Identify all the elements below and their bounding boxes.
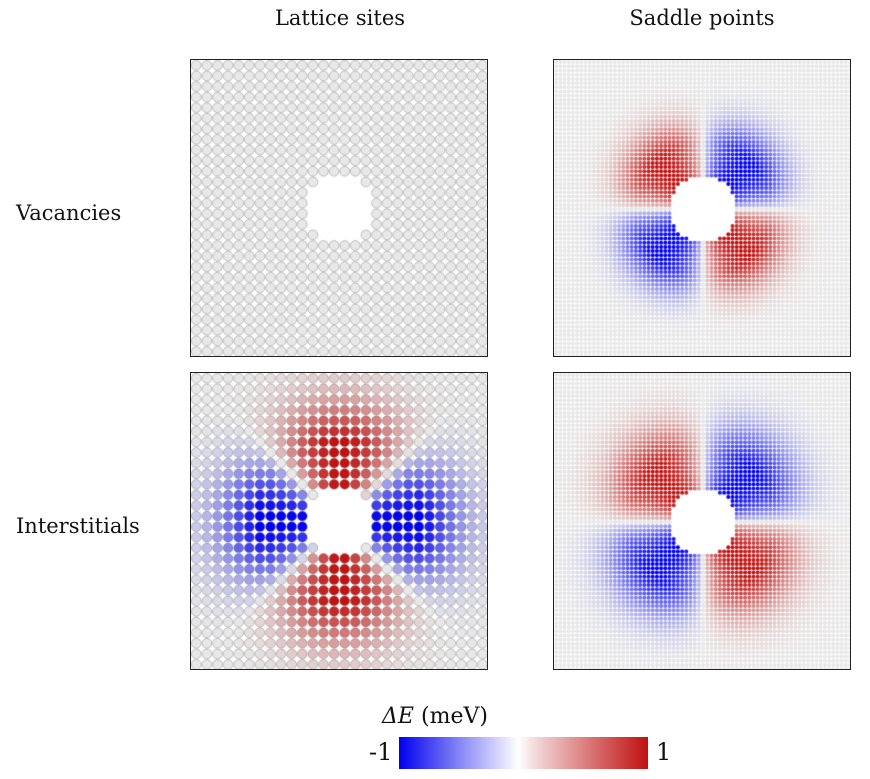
colorbar-max-label: 1 xyxy=(656,738,672,766)
panel-interstitials-saddle-points-plot xyxy=(554,373,850,669)
column-title-saddle-points: Saddle points xyxy=(629,6,775,30)
panel-vacancies-saddle-points-plot xyxy=(554,60,850,356)
panel-interstitials-saddle-points xyxy=(553,372,851,670)
colorbar-gradient xyxy=(399,737,648,769)
colorbar-unit: (meV) xyxy=(421,704,488,729)
panel-interstitials-lattice-sites xyxy=(190,372,488,670)
row-label-vacancies: Vacancies xyxy=(16,201,122,225)
colorbar-title: ΔE (meV) xyxy=(0,704,870,729)
colorbar-symbol: ΔE xyxy=(382,704,414,729)
colorbar-min-label: -1 xyxy=(369,738,393,766)
column-title-lattice-sites: Lattice sites xyxy=(274,6,406,30)
row-label-interstitials: Interstitials xyxy=(16,514,140,538)
panel-interstitials-lattice-sites-plot xyxy=(191,373,487,669)
panel-vacancies-lattice-sites-plot xyxy=(191,60,487,356)
panel-vacancies-saddle-points xyxy=(553,59,851,357)
panel-vacancies-lattice-sites xyxy=(190,59,488,357)
